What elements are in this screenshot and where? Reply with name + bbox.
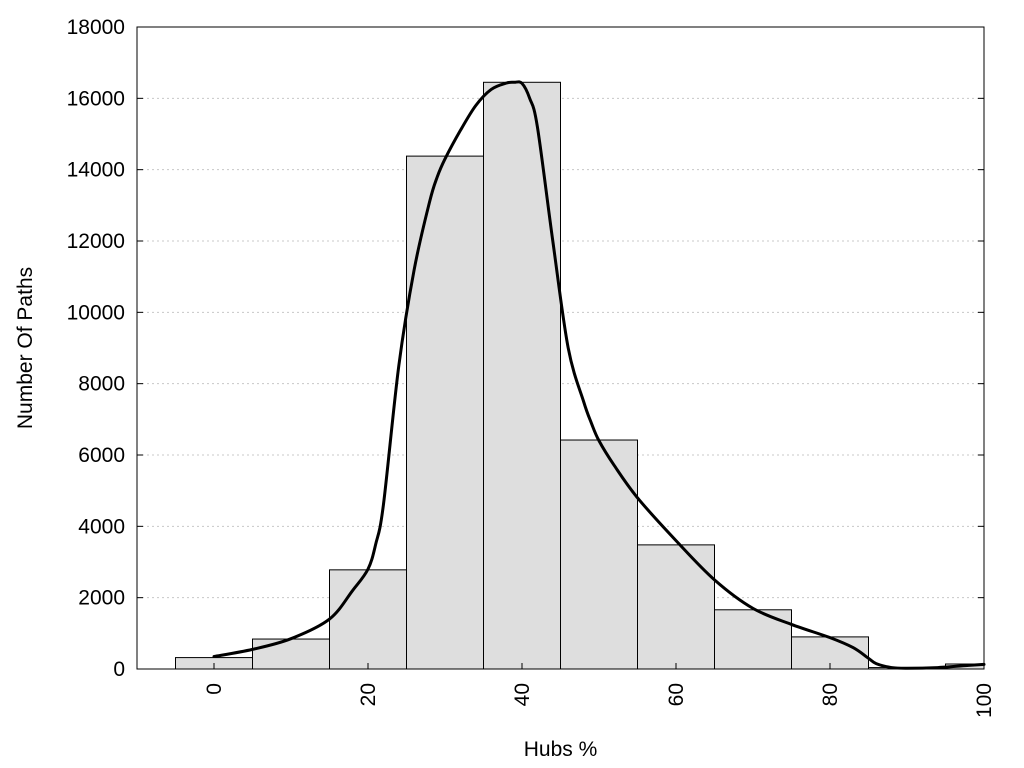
histogram-bar <box>329 569 407 670</box>
histogram-bars <box>175 81 985 670</box>
x-tick-label: 40 <box>511 683 534 706</box>
y-tick-label: 18000 <box>67 16 125 39</box>
y-axis-title: Number Of Paths <box>14 267 37 429</box>
trend-line-group <box>212 80 986 670</box>
histogram-bar <box>637 544 715 670</box>
y-tick-label: 8000 <box>78 373 125 396</box>
x-axis-title: Hubs % <box>524 738 598 761</box>
x-tick-label: 0 <box>203 683 226 695</box>
y-tick-label: 4000 <box>78 515 125 538</box>
grid-lines <box>137 97 984 599</box>
x-tick-label: 60 <box>665 683 688 706</box>
x-tick-label: 100 <box>973 683 996 718</box>
y-tick-label: 16000 <box>67 87 125 110</box>
x-axis-ticks: 0 20 40 60 80 100 <box>203 663 996 718</box>
histogram-bar <box>406 155 484 670</box>
y-tick-label: 14000 <box>67 159 125 182</box>
histogram-bar <box>252 638 330 670</box>
y-axis-ticks: 0 2000 4000 6000 8000 10000 12000 14000 16000 180… <box>67 16 984 681</box>
y-tick-label: 12000 <box>67 230 125 253</box>
histogram-bar <box>483 81 561 670</box>
y-tick-label: 10000 <box>67 301 125 324</box>
y-tick-label: 6000 <box>78 444 125 467</box>
y-tick-label: 2000 <box>78 587 125 610</box>
y-tick-label: 0 <box>113 658 125 681</box>
histogram-bar <box>560 439 638 670</box>
plot-frame <box>136 26 985 670</box>
x-tick-label: 80 <box>819 683 842 706</box>
x-tick-label: 20 <box>357 683 380 706</box>
trend-line <box>212 80 986 670</box>
